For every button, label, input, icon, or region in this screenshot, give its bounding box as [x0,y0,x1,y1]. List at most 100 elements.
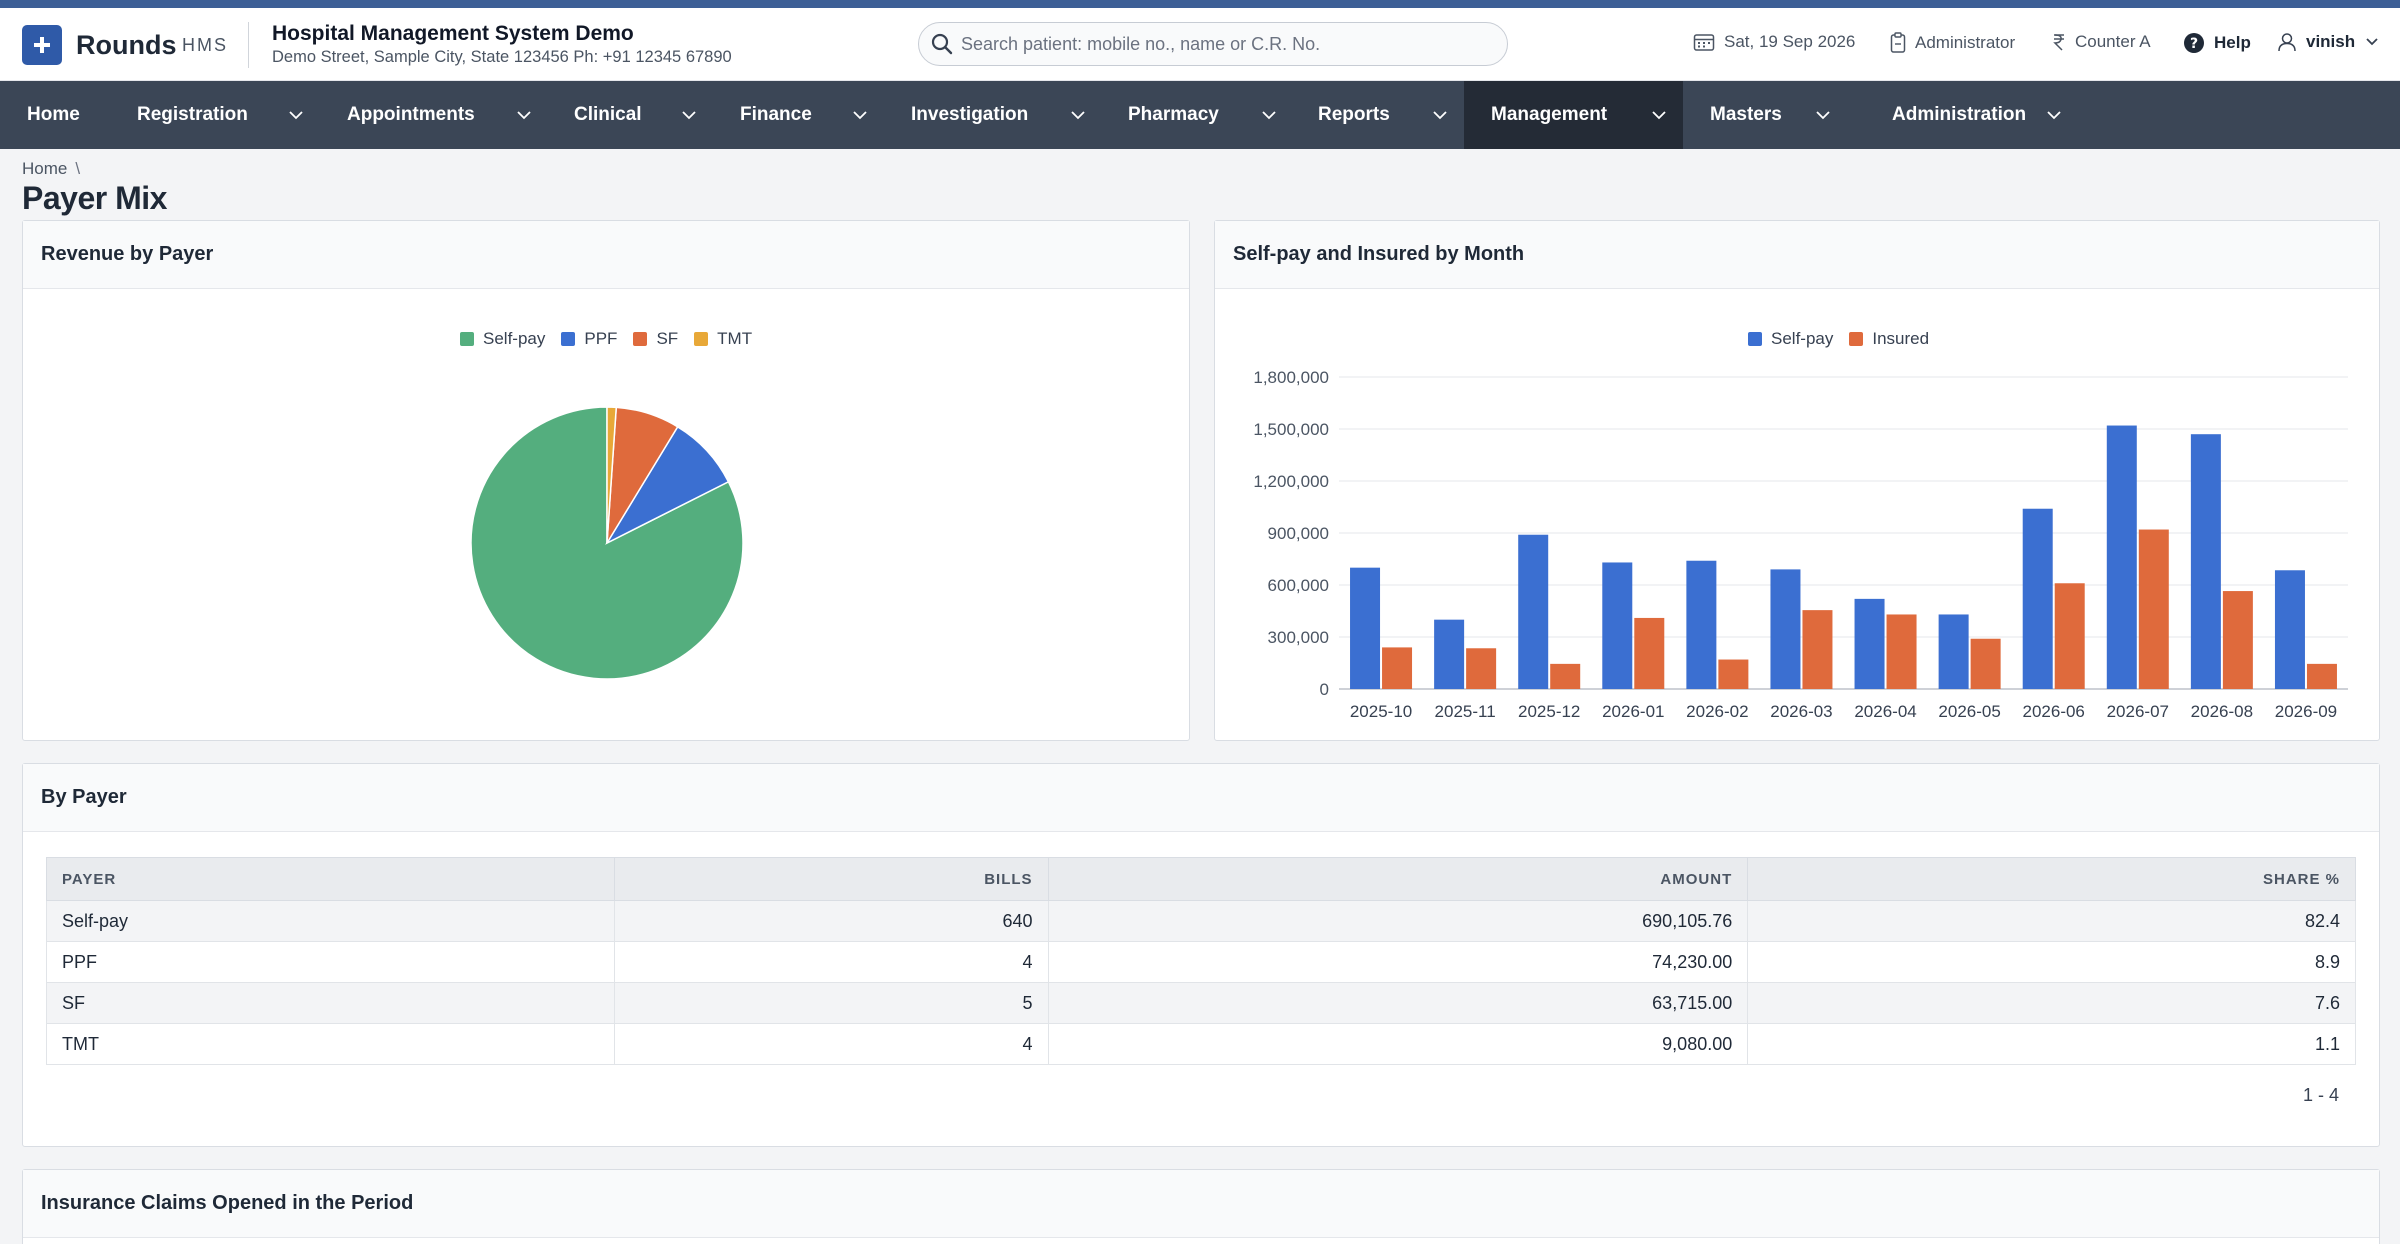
bar-insured-2026-06[interactable] [2054,583,2085,689]
nav-management[interactable]: Management [1464,81,1683,149]
breadcrumb-home[interactable]: Home [22,159,68,178]
bar-self-pay-2026-06[interactable] [2022,508,2053,689]
nav-registration[interactable]: Registration [110,81,320,149]
chevron-down-icon [2366,38,2378,46]
nav-label: Clinical [574,104,642,125]
cell-payer: PPF [46,941,615,983]
column-header-share[interactable]: SHARE % [1747,857,2356,901]
chevron-down-icon [289,111,303,120]
nav-finance[interactable]: Finance [713,81,884,149]
nav-label: Management [1491,104,1608,125]
column-header-amount[interactable]: AMOUNT [1047,857,1749,901]
bar-self-pay-2025-12[interactable] [1518,534,1549,689]
legend-swatch [694,332,709,346]
bar-insured-2025-12[interactable] [1550,663,1581,689]
column-header-payer[interactable]: PAYER [46,857,615,901]
cell-share: 1.1 [1747,1023,2356,1065]
help-label: Help [2214,33,2251,52]
nav-label: Reports [1318,104,1390,125]
x-tick-label: 2026-07 [2107,702,2169,721]
bar-insured-2026-03[interactable] [1802,610,1833,689]
pie-slice-tmt[interactable] [606,406,618,544]
help-link[interactable]: ? Help [2183,32,2251,54]
header-divider [248,22,249,68]
card-title: Self-pay and Insured by Month [1215,221,2379,289]
nav-clinical[interactable]: Clinical [547,81,713,149]
pie-legend: Self-pay PPF SF TMT [460,329,768,349]
table-row[interactable]: TMT 4 9,080.00 1.1 [46,1023,2356,1065]
chevron-down-icon [1816,111,1830,120]
legend-item-insured[interactable]: Insured [1849,329,1929,349]
table-row[interactable]: PPF 4 74,230.00 8.9 [46,941,2356,983]
calendar-icon [1693,34,1715,51]
bar-insured-2025-10[interactable] [1382,647,1413,689]
search-input[interactable] [961,33,1481,55]
legend-item-sf[interactable]: SF [633,329,678,349]
org-name: Hospital Management System Demo [272,22,634,45]
cell-share: 8.9 [1747,941,2356,983]
bar-insured-2026-09[interactable] [2306,663,2337,689]
chevron-down-icon [1262,111,1276,120]
bar-self-pay-2026-07[interactable] [2106,425,2137,689]
breadcrumb: Home \ [22,159,80,179]
bar-self-pay-2026-05[interactable] [1938,614,1969,689]
chevron-down-icon [1433,111,1447,120]
bar-self-pay-2026-02[interactable] [1686,560,1717,689]
chevron-down-icon [1071,111,1085,120]
bar-self-pay-2026-08[interactable] [2190,434,2221,689]
table-row[interactable]: Self-pay 640 690,105.76 82.4 [46,900,2356,942]
nav-label: Investigation [911,104,1029,125]
nav-reports[interactable]: Reports [1291,81,1464,149]
nav-home[interactable]: Home [0,81,110,149]
legend-item-tmt[interactable]: TMT [694,329,752,349]
cell-bills: 640 [613,900,1049,942]
cell-share: 82.4 [1747,900,2356,942]
header-counter[interactable]: Counter A [2052,32,2151,52]
nav-label: Finance [740,104,812,125]
legend-item-self-pay[interactable]: Self-pay [1748,329,1833,349]
cell-payer: Self-pay [46,900,615,942]
cell-share: 7.6 [1747,982,2356,1024]
bar-insured-2025-11[interactable] [1466,648,1497,689]
legend-swatch [561,332,576,346]
bar-insured-2026-04[interactable] [1886,614,1917,689]
bar-insured-2026-01[interactable] [1634,617,1665,689]
bar-insured-2026-05[interactable] [1970,638,2001,689]
bar-self-pay-2026-01[interactable] [1602,562,1633,689]
monthly-payer-card: Self-pay and Insured by Month Self-pay I… [1214,220,2380,741]
legend-item-self-pay[interactable]: Self-pay [460,329,545,349]
bar-self-pay-2026-09[interactable] [2274,570,2305,689]
cell-bills: 4 [613,1023,1049,1065]
legend-label: SF [656,329,679,348]
nav-administration[interactable]: Administration [1865,81,2085,149]
header-role[interactable]: Administrator [1890,32,2015,54]
bar-insured-2026-07[interactable] [2138,529,2169,689]
bar-self-pay-2025-11[interactable] [1434,619,1465,689]
pagination-info: 1 - 4 [2302,1085,2339,1105]
patient-search[interactable] [918,22,1508,66]
legend-swatch [1748,332,1762,346]
header-date: Sat, 19 Sep 2026 [1693,32,1855,52]
user-menu[interactable]: vinish [2277,32,2388,52]
rupee-icon [2053,34,2064,51]
nav-masters[interactable]: Masters [1683,81,1865,149]
card-title: Insurance Claims Opened in the Period [23,1170,2379,1238]
app-logo[interactable] [22,25,62,65]
table-row[interactable]: SF 5 63,715.00 7.6 [46,982,2356,1024]
chevron-down-icon [682,111,696,120]
x-tick-label: 2026-09 [2275,702,2337,721]
bar-insured-2026-02[interactable] [1718,659,1749,689]
column-header-bills[interactable]: BILLS [613,857,1049,901]
x-tick-label: 2026-06 [2023,702,2085,721]
bar-self-pay-2026-03[interactable] [1770,569,1801,689]
search-icon [931,33,953,55]
legend-label: Self-pay [1771,329,1834,348]
bar-self-pay-2026-04[interactable] [1854,598,1885,689]
bar-insured-2026-08[interactable] [2222,591,2253,689]
nav-investigation[interactable]: Investigation [884,81,1101,149]
y-tick-label: 1,200,000 [1253,472,1329,491]
nav-pharmacy[interactable]: Pharmacy [1101,81,1291,149]
bar-self-pay-2025-10[interactable] [1350,567,1381,689]
legend-item-ppf[interactable]: PPF [561,329,617,349]
nav-appointments[interactable]: Appointments [320,81,547,149]
